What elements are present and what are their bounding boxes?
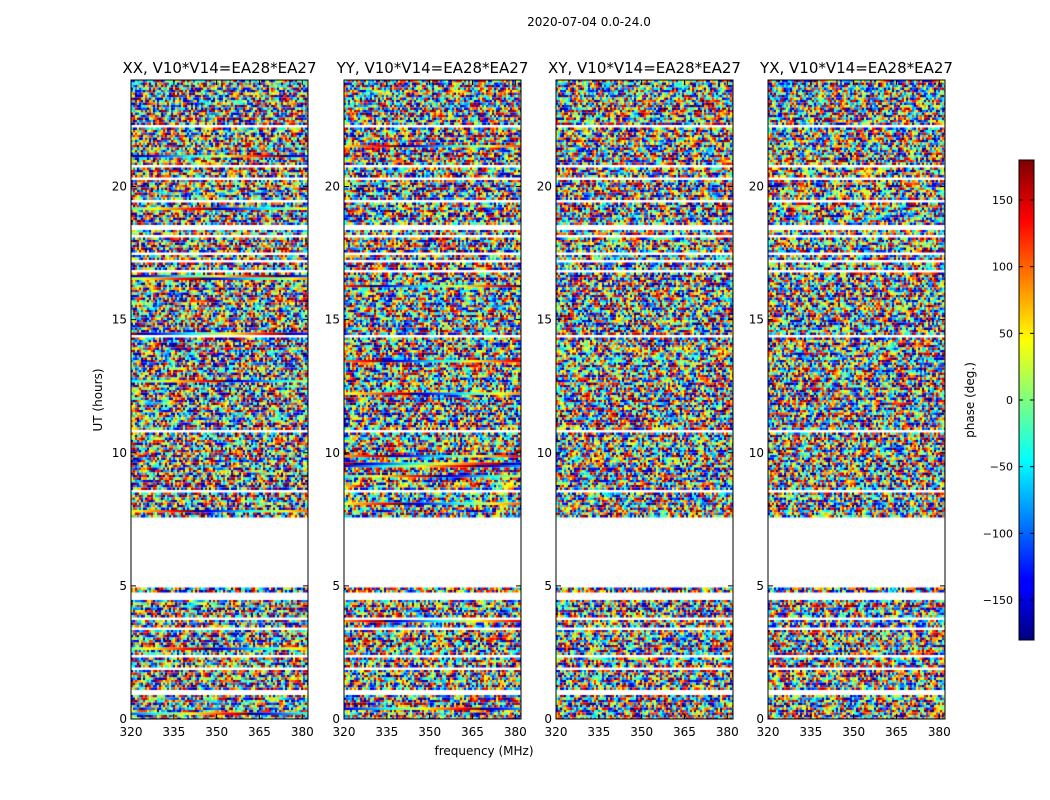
- x-tick-label: 380: [291, 725, 314, 739]
- panel-3: XY, V10*V14=EA28*EA27 320 335 350 365 380 0 5 10…: [537, 59, 741, 739]
- x-tick-label: 335: [799, 725, 822, 739]
- y-tick-label: 10: [325, 446, 340, 460]
- x-tick-label: 380: [716, 725, 739, 739]
- y-tick-label: 20: [749, 180, 764, 194]
- figure-title: 2020-07-04 0.0-24.0: [527, 15, 651, 29]
- colorbar-tick-label: −100: [983, 527, 1013, 540]
- x-tick-label: 350: [418, 725, 441, 739]
- panel-1: XX, V10*V14=EA28*EA27 320 335 350 365 380 0 5 10…: [112, 59, 317, 739]
- colorbar-label: phase (deg.): [963, 362, 977, 438]
- y-tick-label: 5: [756, 579, 764, 593]
- y-tick-label: 15: [112, 313, 127, 327]
- colorbar-tick-label: 100: [992, 261, 1013, 274]
- x-tick-label: 335: [587, 725, 610, 739]
- panel-frame-4: [767, 79, 946, 720]
- x-tick-label: 320: [333, 725, 356, 739]
- y-tick-label: 0: [544, 712, 552, 726]
- colorbar: 150 100 50 0 −50 −100 −150: [983, 159, 1035, 641]
- heatmap-image-4: [768, 80, 945, 719]
- y-tick-label: 0: [332, 712, 340, 726]
- panel-frame-3: [555, 79, 734, 720]
- colorbar-tick-label: 0: [1006, 394, 1013, 407]
- colorbar-tick-label: 50: [999, 327, 1013, 340]
- x-tick-label: 350: [630, 725, 653, 739]
- panels-group: XX, V10*V14=EA28*EA27 320 335 350 365 380 0 5 10…: [112, 59, 953, 739]
- x-tick-label: 320: [757, 725, 780, 739]
- x-tick-label: 365: [673, 725, 696, 739]
- heatmap-image-3: [556, 80, 733, 719]
- y-tick-label: 0: [119, 712, 127, 726]
- y-tick-label: 5: [332, 579, 340, 593]
- y-axis-label: UT (hours): [91, 368, 105, 431]
- panel-title-1: XX, V10*V14=EA28*EA27: [122, 59, 316, 77]
- x-tick-label: 335: [375, 725, 398, 739]
- y-tick-label: 20: [537, 180, 552, 194]
- panel-4: YX, V10*V14=EA28*EA27 320 335 350 365 380 0 5 10…: [749, 59, 953, 739]
- y-tick-label: 20: [325, 180, 340, 194]
- y-tick-label: 0: [756, 712, 764, 726]
- panel-frame-1: [130, 79, 309, 720]
- panel-title-2: YY, V10*V14=EA28*EA27: [336, 59, 529, 77]
- panel-title-3: XY, V10*V14=EA28*EA27: [548, 59, 741, 77]
- y-tick-label: 15: [749, 313, 764, 327]
- panel-title-4: YX, V10*V14=EA28*EA27: [759, 59, 953, 77]
- x-tick-label: 350: [205, 725, 228, 739]
- panel-frame-2: [343, 79, 522, 720]
- y-tick-label: 10: [112, 446, 127, 460]
- colorbar-tick-label: 150: [992, 194, 1013, 207]
- x-tick-label: 335: [162, 725, 185, 739]
- x-tick-label: 380: [504, 725, 527, 739]
- x-tick-label: 350: [842, 725, 865, 739]
- y-tick-label: 10: [749, 446, 764, 460]
- heatmap-image-1: [131, 80, 308, 719]
- x-tick-label: 320: [545, 725, 568, 739]
- x-tick-label: 365: [248, 725, 271, 739]
- y-tick-label: 15: [537, 313, 552, 327]
- x-tick-label: 380: [928, 725, 951, 739]
- y-tick-label: 5: [119, 579, 127, 593]
- y-tick-label: 15: [325, 313, 340, 327]
- colorbar-tick-label: −50: [990, 461, 1013, 474]
- heatmap-image-2: [344, 80, 521, 719]
- x-tick-label: 365: [461, 725, 484, 739]
- x-axis-label: frequency (MHz): [434, 744, 533, 758]
- y-tick-label: 20: [112, 180, 127, 194]
- colorbar-tick-label: −150: [983, 594, 1013, 607]
- x-tick-label: 320: [120, 725, 143, 739]
- y-tick-label: 5: [544, 579, 552, 593]
- x-tick-label: 365: [885, 725, 908, 739]
- y-tick-label: 10: [537, 446, 552, 460]
- panel-2: YY, V10*V14=EA28*EA27 320 335 350 365 380 0 5 10…: [325, 59, 529, 739]
